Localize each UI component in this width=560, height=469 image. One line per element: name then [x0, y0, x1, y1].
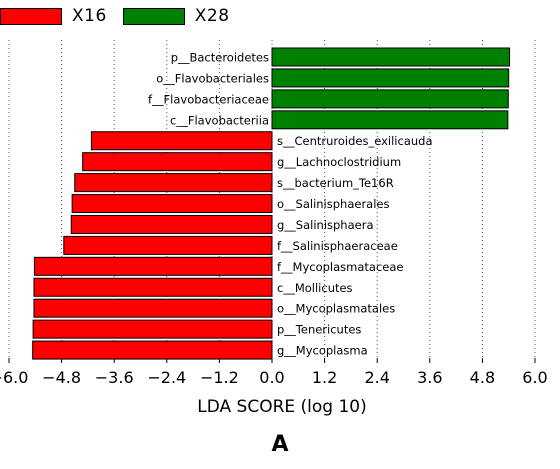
bar-g__Mycoplasma — [32, 340, 273, 360]
legend-item-x28: X28 — [122, 6, 230, 26]
x-tick-label-1: −4.8 — [42, 368, 81, 387]
legend-swatch-x16 — [0, 7, 62, 25]
bar-label-o__Salinisphaerales: o__Salinisphaerales — [277, 197, 390, 211]
x-tick-label-2: −3.6 — [95, 368, 134, 387]
bar-p__Bacteroidetes — [271, 47, 511, 67]
bar-g__Salinisphaera — [70, 214, 273, 234]
bar-p__Tenericutes — [32, 319, 273, 339]
bar-c__Mollicutes — [33, 277, 273, 297]
bar-label-f__Flavobacteriaceae: f__Flavobacteriaceae — [148, 92, 269, 106]
bar-label-f__Salinisphaeraceae: f__Salinisphaeraceae — [277, 239, 398, 253]
x-tick-label-10: 6.0 — [522, 368, 547, 387]
legend-swatch-x28 — [122, 7, 185, 25]
bar-label-p__Bacteroidetes: p__Bacteroidetes — [171, 51, 269, 65]
legend-label-x28: X28 — [194, 6, 230, 26]
legend-item-x16: X16 — [0, 6, 107, 26]
bar-o__Salinisphaerales — [71, 194, 273, 214]
x-tick-label-4: −1.2 — [200, 368, 239, 387]
bar-label-f__Mycoplasmataceae: f__Mycoplasmataceae — [277, 260, 404, 274]
bar-f__Flavobacteriaceae — [271, 89, 509, 109]
x-tick-label-5: 0.0 — [259, 368, 284, 387]
legend: X16 X28 — [0, 6, 246, 26]
panel-label: A — [271, 432, 289, 457]
bar-o__Flavobacteriales — [271, 68, 510, 88]
bar-label-g__Mycoplasma: g__Mycoplasma — [277, 344, 368, 358]
bar-label-s__Centruroides_exilicauda: s__Centruroides_exilicauda — [277, 134, 433, 148]
bar-g__Lachnoclostridium — [82, 152, 273, 172]
bar-label-g__Salinisphaera: g__Salinisphaera — [277, 218, 374, 232]
bar-s__bacterium_Te16R — [74, 173, 273, 193]
x-axis-label: LDA SCORE (log 10) — [197, 397, 367, 417]
bar-label-o__Flavobacteriales: o__Flavobacteriales — [156, 71, 269, 85]
bar-label-o__Mycoplasmatales: o__Mycoplasmatales — [277, 302, 395, 316]
legend-label-x16: X16 — [72, 6, 107, 26]
bar-label-p__Tenericutes: p__Tenericutes — [277, 323, 361, 337]
x-tick-label-9: 4.8 — [470, 368, 495, 387]
x-tick-label-6: 1.2 — [312, 368, 337, 387]
x-tick-label-3: −2.4 — [147, 368, 186, 387]
bar-label-g__Lachnoclostridium: g__Lachnoclostridium — [277, 155, 401, 169]
bar-label-c__Flavobacteriia: c__Flavobacteriia — [170, 113, 269, 127]
bar-c__Flavobacteriia — [271, 110, 509, 130]
bar-label-c__Mollicutes: c__Mollicutes — [277, 281, 353, 295]
bar-label-s__bacterium_Te16R: s__bacterium_Te16R — [277, 176, 394, 190]
bar-f__Mycoplasmataceae — [33, 256, 273, 276]
bar-o__Mycoplasmatales — [33, 298, 273, 318]
x-tick-label-0: −6.0 — [0, 368, 28, 387]
x-tick-label-8: 3.6 — [417, 368, 442, 387]
x-tick-label-7: 2.4 — [364, 368, 389, 387]
bar-f__Salinisphaeraceae — [63, 235, 273, 255]
bar-s__Centruroides_exilicauda — [90, 131, 273, 151]
